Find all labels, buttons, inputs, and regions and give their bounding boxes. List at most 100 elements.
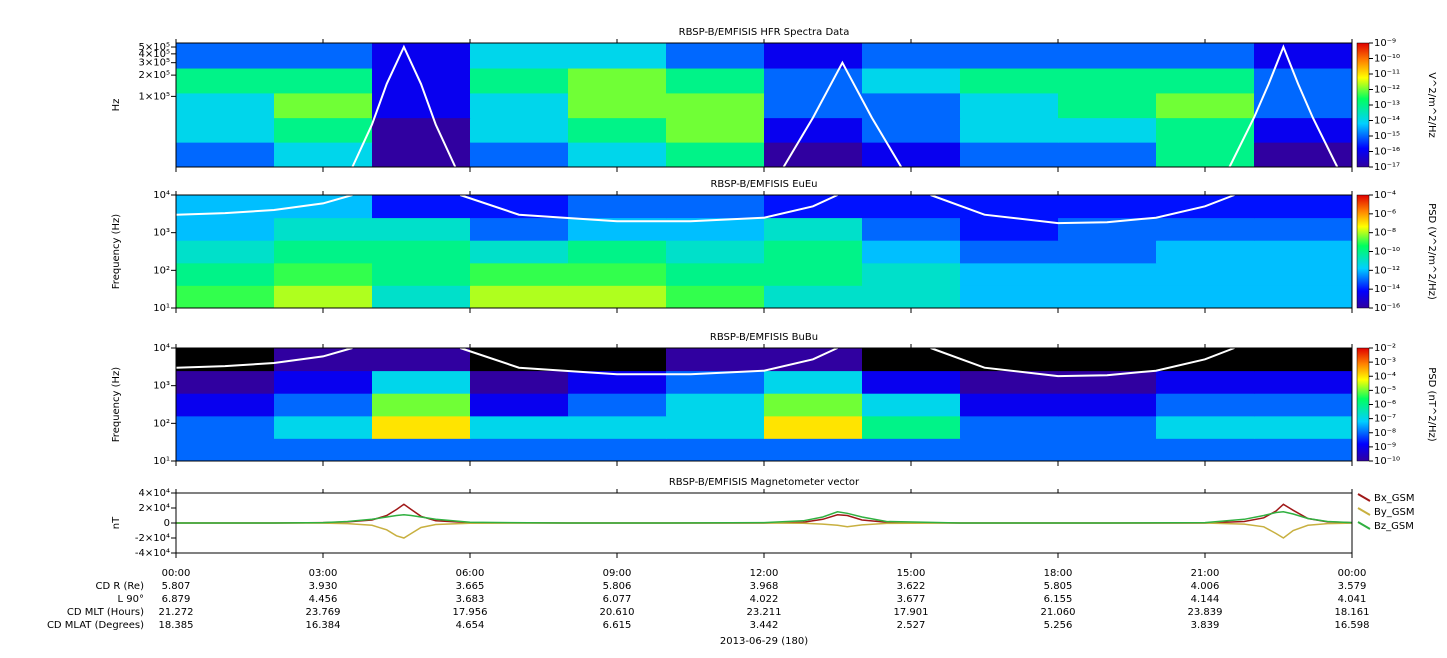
heat-cell bbox=[1058, 68, 1157, 94]
heat-cell bbox=[862, 195, 961, 219]
ephemeris-value: 3.677 bbox=[897, 594, 926, 605]
ephemeris-value: 4.654 bbox=[456, 620, 485, 631]
heat-cell bbox=[274, 370, 373, 394]
heat-cell bbox=[274, 348, 373, 372]
ephemeris-value: 23.211 bbox=[747, 607, 782, 618]
ephemeris-value: 4.456 bbox=[309, 594, 338, 605]
heat-cell bbox=[666, 240, 765, 264]
heat-cell bbox=[274, 285, 373, 309]
heat-cell bbox=[1254, 370, 1353, 394]
heat-cell bbox=[1058, 142, 1157, 168]
heat-cell bbox=[470, 393, 569, 417]
heat-cell bbox=[568, 195, 667, 219]
heat-cell bbox=[1058, 43, 1157, 69]
heat-cell bbox=[1058, 262, 1157, 286]
heat-cell bbox=[862, 92, 961, 119]
ephemeris-value: 16.598 bbox=[1335, 620, 1370, 631]
ephemeris-value: 5.807 bbox=[162, 581, 191, 592]
heat-cell bbox=[470, 68, 569, 94]
heat-cell bbox=[372, 142, 471, 168]
heat-cell bbox=[470, 195, 569, 219]
heat-cell bbox=[666, 142, 765, 168]
legend-label: By_GSM bbox=[1374, 507, 1415, 518]
colorbar-tick-label: 10⁻⁹ bbox=[1374, 38, 1396, 49]
x-tick-label: 12:00 bbox=[750, 568, 779, 579]
colorbar-tick-label: 10⁻¹³ bbox=[1374, 100, 1400, 111]
heat-cell bbox=[372, 117, 471, 143]
heat-cell bbox=[470, 217, 569, 241]
heat-cell bbox=[764, 68, 863, 94]
ephemeris-value: 4.022 bbox=[750, 594, 779, 605]
ephemeris-value: 3.622 bbox=[897, 581, 926, 592]
heat-cell bbox=[764, 438, 863, 462]
colorbar bbox=[1356, 347, 1370, 462]
heat-cell bbox=[1156, 117, 1255, 143]
heat-cell bbox=[372, 262, 471, 286]
colorbar bbox=[1356, 42, 1370, 168]
colorbar-tick-label: 10⁻¹² bbox=[1374, 265, 1400, 276]
y-tick-label: 10¹ bbox=[153, 303, 170, 314]
panel-title: RBSP-B/EMFISIS Magnetometer vector bbox=[669, 477, 860, 488]
colorbar-tick-label: 10⁻¹⁰ bbox=[1374, 456, 1400, 467]
ephemeris-name: CD MLT (Hours) bbox=[67, 607, 144, 618]
y-tick-label: 3×10⁵ bbox=[139, 58, 170, 69]
ephemeris-value: 16.384 bbox=[306, 620, 341, 631]
heat-cell bbox=[568, 285, 667, 309]
date-label: 2013-06-29 (180) bbox=[720, 636, 808, 647]
heat-cell bbox=[1058, 370, 1157, 394]
ephemeris-value: 4.144 bbox=[1191, 594, 1220, 605]
heat-cell bbox=[960, 217, 1059, 241]
heat-cell bbox=[1156, 92, 1255, 119]
heat-cell bbox=[862, 370, 961, 394]
ephemeris-name: CD R (Re) bbox=[96, 581, 145, 592]
heat-cell bbox=[274, 142, 373, 168]
heat-cell bbox=[372, 68, 471, 94]
heat-cell bbox=[274, 195, 373, 219]
heat-cell bbox=[274, 217, 373, 241]
colorbar-tick-label: 10⁻¹⁶ bbox=[1374, 303, 1400, 314]
gyro-line bbox=[175, 347, 1235, 378]
heat-cell bbox=[1156, 415, 1255, 439]
heat-cell bbox=[176, 240, 275, 264]
heat-cell bbox=[1058, 117, 1157, 143]
field-line bbox=[176, 511, 1353, 524]
legend-swatch bbox=[1357, 521, 1371, 530]
heat-cell bbox=[960, 43, 1059, 69]
heat-cell bbox=[1156, 393, 1255, 417]
heat-cell bbox=[568, 415, 667, 439]
colorbar-tick-label: 10⁻¹⁰ bbox=[1374, 54, 1400, 65]
heat-cell bbox=[862, 262, 961, 286]
x-tick-label: 18:00 bbox=[1044, 568, 1073, 579]
heat-cell bbox=[666, 195, 765, 219]
heat-cell bbox=[1254, 117, 1353, 143]
heat-cell bbox=[274, 415, 373, 439]
heat-cell bbox=[666, 285, 765, 309]
heat-cell bbox=[666, 348, 765, 372]
heat-cell bbox=[764, 285, 863, 309]
heat-cell bbox=[568, 142, 667, 168]
colorbar-tick-label: 10⁻⁶ bbox=[1374, 400, 1396, 411]
ephemeris-value: 4.041 bbox=[1338, 594, 1367, 605]
heat-cell bbox=[666, 262, 765, 286]
heat-cell bbox=[1156, 262, 1255, 286]
ephemeris-value: 2.527 bbox=[897, 620, 926, 631]
heat-cell bbox=[1254, 142, 1353, 168]
y-tick-label: 2×10⁴ bbox=[139, 503, 170, 514]
ephemeris-value: 6.077 bbox=[603, 594, 632, 605]
y-tick-label: 10¹ bbox=[153, 456, 170, 467]
colorbar bbox=[1356, 194, 1370, 309]
legend-label: Bx_GSM bbox=[1374, 493, 1415, 504]
y-tick-label: 10² bbox=[153, 418, 170, 429]
colorbar-tick-label: 10⁻⁷ bbox=[1374, 414, 1396, 425]
heat-cell bbox=[372, 438, 471, 462]
heat-cell bbox=[960, 117, 1059, 143]
ephemeris-value: 23.769 bbox=[306, 607, 341, 618]
heat-cell bbox=[568, 348, 667, 372]
heat-cell bbox=[1058, 285, 1157, 309]
legend-swatch bbox=[1357, 507, 1371, 516]
heat-cell bbox=[274, 117, 373, 143]
heat-cell bbox=[960, 68, 1059, 94]
heat-cell bbox=[176, 438, 275, 462]
heat-cell bbox=[1058, 348, 1157, 372]
heat-cell bbox=[568, 68, 667, 94]
